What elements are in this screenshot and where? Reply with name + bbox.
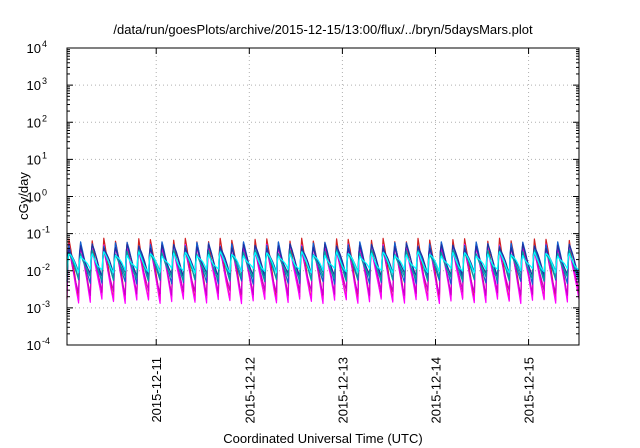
y-tick-label: 10 xyxy=(27,41,41,56)
y-tick-label-exp: 2 xyxy=(42,113,47,123)
y-tick-label: 10 xyxy=(27,264,41,279)
y-tick-label: 10 xyxy=(27,152,41,167)
x-tick-label: 2015-12-12 xyxy=(242,357,257,424)
chart-title: /data/run/goesPlots/archive/2015-12-15/1… xyxy=(113,22,533,37)
y-tick-label: 10 xyxy=(27,78,41,93)
x-tick-label: 2015-12-13 xyxy=(335,357,350,424)
y-tick-label: 10 xyxy=(27,301,41,316)
y-tick-label-exp: -1 xyxy=(42,225,50,235)
x-tick-label: 2015-12-14 xyxy=(428,357,443,424)
x-tick-label: 2015-12-11 xyxy=(149,357,164,423)
y-tick-label-exp: 4 xyxy=(42,39,47,49)
ticks xyxy=(67,47,579,346)
y-tick-label-exp: -2 xyxy=(42,262,50,272)
y-tick-label: 10 xyxy=(27,338,41,353)
y-tick-label: 10 xyxy=(27,227,41,242)
data-series-line xyxy=(66,249,580,282)
y-tick-label-exp: 0 xyxy=(42,188,47,198)
x-axis-title: Coordinated Universal Time (UTC) xyxy=(223,431,422,446)
series-group xyxy=(66,237,580,305)
y-tick-label: 10 xyxy=(27,190,41,205)
x-tick-label: 2015-12-15 xyxy=(522,357,537,424)
y-tick-label-exp: 3 xyxy=(42,76,47,86)
y-axis-title: cGy/day xyxy=(16,172,31,220)
x-tick-labels: 2015-12-11 2015-12-12 2015-12-13 2015-12-14… xyxy=(149,357,536,424)
y-tick-label-exp: 1 xyxy=(42,150,47,160)
y-tick-label-exp: -4 xyxy=(42,336,50,346)
y-tick-label-exp: -3 xyxy=(42,299,50,309)
y-tick-label: 10 xyxy=(27,115,41,130)
data-series-line xyxy=(66,251,580,274)
